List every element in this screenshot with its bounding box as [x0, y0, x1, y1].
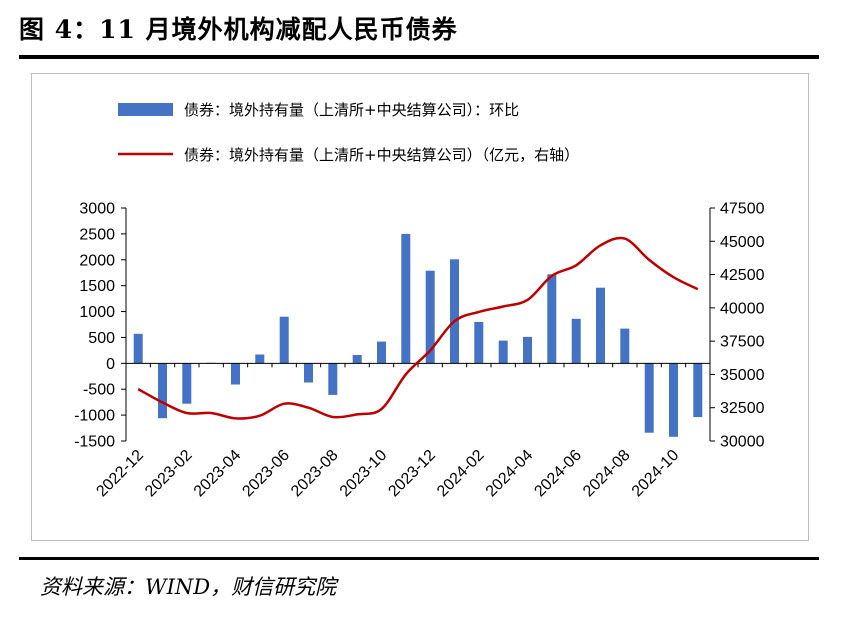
- bar: [352, 355, 362, 364]
- bar: [328, 363, 338, 395]
- x-tick-label: 2023-12: [385, 447, 439, 501]
- bar: [255, 354, 265, 364]
- bar: [304, 363, 313, 383]
- left-tick-label: -1000: [74, 408, 115, 425]
- bar: [231, 363, 240, 385]
- bar: [279, 316, 289, 364]
- legend: 债券：境外持有量（上清所+中央结算公司）：环比债券：境外持有量（上清所+中央结算…: [118, 101, 579, 164]
- holdings-line: [137, 236, 699, 420]
- x-tick-label: 2022-12: [93, 447, 147, 501]
- bar: [498, 340, 508, 364]
- x-tick-label: 2024-04: [483, 447, 537, 501]
- x-tick-label: 2024-06: [531, 447, 585, 501]
- bar: [547, 274, 557, 364]
- right-tick-label: 35000: [720, 367, 765, 384]
- source-rule: [19, 557, 819, 560]
- bar: [644, 363, 654, 433]
- bar: [158, 363, 167, 419]
- bar-series: [133, 233, 703, 437]
- left-tick-label: 1000: [79, 304, 115, 321]
- right-tick-label: 40000: [720, 300, 765, 317]
- title-rule: [19, 55, 819, 59]
- right-tick-label: 32500: [720, 400, 765, 417]
- right-tick-label: 30000: [720, 434, 765, 451]
- legend-line-label: 债券：境外持有量（上清所+中央结算公司）（亿元，右轴）: [184, 146, 579, 164]
- x-tick-label: 2024-08: [580, 447, 634, 501]
- bar: [133, 333, 143, 364]
- left-tick-label: 3000: [79, 201, 115, 218]
- page-title: 图 4：11 月境外机构减配人民币债券: [19, 15, 458, 44]
- left-tick-label: -500: [83, 382, 115, 399]
- x-tick-label: 2023-04: [191, 447, 245, 501]
- x-tick-label: 2023-10: [337, 447, 391, 501]
- x-tick-label: 2024-02: [434, 447, 488, 501]
- x-tick-label: 2023-08: [288, 447, 342, 501]
- left-tick-label: 0: [106, 356, 115, 373]
- x-tick-label: 2023-02: [142, 447, 196, 501]
- x-tick-label: 2024-10: [629, 447, 683, 501]
- left-tick-label: 2000: [79, 252, 115, 269]
- line-series: [137, 236, 699, 420]
- left-tick-label: -1500: [74, 434, 115, 451]
- legend-bar-swatch: [118, 103, 173, 116]
- bar: [596, 287, 605, 364]
- axes: -1500 -1000 -500 0 500 1000 1500 2000 2500 3000 30…: [74, 201, 765, 501]
- left-tick-label: 1500: [79, 278, 115, 295]
- right-tick-label: 45000: [720, 234, 765, 251]
- legend-bar-label: 债券：境外持有量（上清所+中央结算公司）：环比: [184, 101, 519, 119]
- bar: [523, 336, 532, 364]
- x-tick-label: 2023-06: [239, 447, 293, 501]
- bar: [425, 270, 435, 364]
- bar: [693, 363, 703, 418]
- left-tick-label: 500: [88, 330, 115, 347]
- source-note: 资料来源：WIND，财信研究院: [40, 575, 337, 599]
- chart-frame: [31, 73, 809, 541]
- right-tick-label: 37500: [720, 334, 765, 351]
- bar: [669, 363, 678, 437]
- bar: [474, 321, 484, 364]
- bar: [571, 318, 581, 364]
- right-tick-label: 42500: [720, 267, 765, 284]
- bar: [182, 363, 192, 404]
- bar: [450, 259, 459, 364]
- bar: [401, 233, 411, 364]
- bar: [377, 341, 386, 364]
- left-tick-label: 2500: [79, 226, 115, 243]
- right-tick-label: 47500: [720, 201, 765, 218]
- bar: [620, 328, 630, 364]
